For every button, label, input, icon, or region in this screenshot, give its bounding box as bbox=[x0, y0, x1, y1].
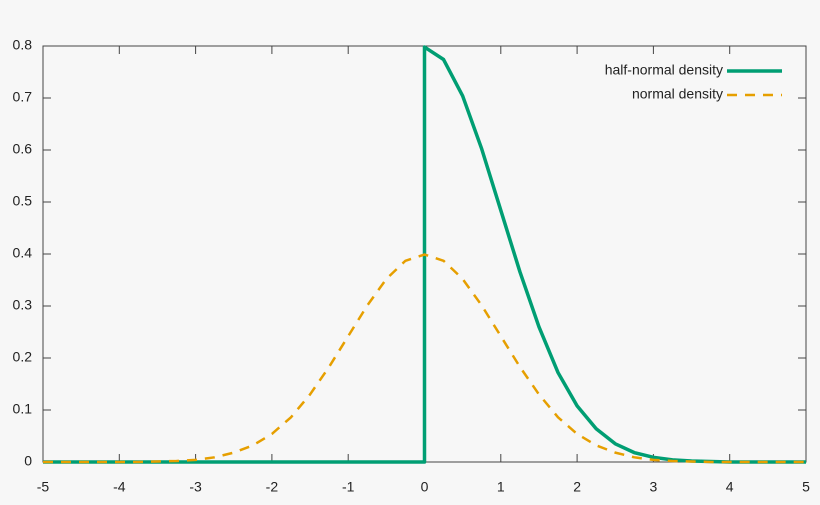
y-tick-label: 0.6 bbox=[13, 141, 33, 157]
x-tick-label: 0 bbox=[421, 479, 429, 495]
y-tick-label: 0.5 bbox=[13, 193, 33, 209]
x-tick-label: 2 bbox=[573, 479, 581, 495]
y-tick-label: 0.7 bbox=[13, 89, 33, 105]
y-tick-label: 0.1 bbox=[13, 401, 33, 417]
y-tick-label: 0.4 bbox=[13, 245, 33, 261]
x-tick-label: 1 bbox=[497, 479, 505, 495]
x-tick-label: -4 bbox=[113, 479, 126, 495]
x-tick-label: 5 bbox=[802, 479, 810, 495]
legend-label: normal density bbox=[632, 86, 723, 102]
x-tick-label: -5 bbox=[37, 479, 50, 495]
x-tick-label: 3 bbox=[650, 479, 658, 495]
x-tick-label: -3 bbox=[189, 479, 202, 495]
legend-label: half-normal density bbox=[605, 62, 723, 78]
x-tick-label: -1 bbox=[342, 479, 355, 495]
series-line bbox=[43, 253, 806, 464]
y-tick-label: 0.3 bbox=[13, 297, 33, 313]
y-tick-label: 0.2 bbox=[13, 349, 33, 365]
y-tick-label: 0 bbox=[24, 453, 32, 469]
y-tick-label: 0.8 bbox=[13, 37, 33, 53]
x-tick-label: 4 bbox=[726, 479, 734, 495]
x-tick-label: -2 bbox=[266, 479, 279, 495]
